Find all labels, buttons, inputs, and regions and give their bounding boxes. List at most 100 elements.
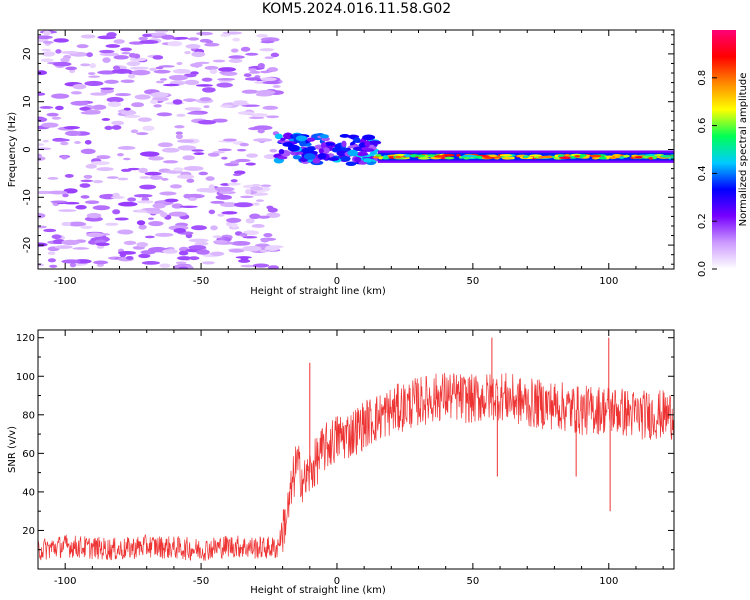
spectrogram-cell <box>128 52 137 58</box>
spectrogram-cell <box>558 156 572 160</box>
spectrogram-cell <box>230 223 238 228</box>
spectrogram-cell <box>191 149 204 152</box>
spectrogram-cell <box>159 191 177 196</box>
spectrogram-cell <box>127 197 137 202</box>
spectrogram-cell <box>38 263 45 267</box>
spectrogram-cell <box>42 30 52 36</box>
spectrogram-cell <box>84 139 92 145</box>
spectrogram-cell <box>250 113 268 118</box>
spectrogram-cell <box>299 140 306 147</box>
y-tick-label: 60 <box>22 449 35 460</box>
spectrogram-cell <box>564 154 571 157</box>
spectrogram-cell <box>283 132 293 140</box>
spectrogram-cell <box>113 55 129 60</box>
spectrogram-cell <box>84 200 100 205</box>
spectrogram-cell <box>220 202 239 208</box>
spectrogram-cell <box>262 186 271 192</box>
spectrogram-cell <box>212 235 223 238</box>
spectrogram-cell <box>84 80 104 87</box>
spectrogram-cell <box>232 101 249 106</box>
spectrogram-cell <box>241 104 260 107</box>
spectrogram-cell <box>96 245 105 249</box>
spectrogram-cell <box>259 249 268 253</box>
spectrogram-cell <box>264 246 280 251</box>
spectrogram-cell <box>269 148 278 153</box>
spectrogram-cell <box>138 36 148 41</box>
spectrogram-cell <box>260 184 272 188</box>
spectrogram-cell <box>92 205 111 211</box>
colorbar-tick-label: 0.8 <box>697 70 708 86</box>
spectrogram-cell <box>579 154 587 157</box>
spectrogram-cell <box>173 228 186 234</box>
spectrogram-cell <box>317 153 327 160</box>
spectrogram-cell <box>86 52 93 58</box>
x-tick-label: 100 <box>599 576 618 587</box>
spectrogram-cell <box>302 147 315 153</box>
spectrogram-cell <box>111 68 132 74</box>
spectrogram-cell <box>61 155 68 160</box>
spectrogram-cell <box>623 154 630 158</box>
spectrogram-cell <box>107 101 122 107</box>
spectrogram-cell <box>244 77 261 81</box>
y-tick-label: -20 <box>22 237 33 253</box>
spectrogram-cell <box>155 30 169 34</box>
spectrogram-cell <box>72 247 90 250</box>
spectrogram-cell <box>652 156 657 160</box>
spectrogram-cell <box>139 151 160 157</box>
spectrogram-cell <box>278 148 285 155</box>
spectrogram-cell <box>177 174 195 179</box>
spectrogram-cell <box>79 183 91 188</box>
spectrogram-cell <box>51 93 70 99</box>
spectrogram-cell <box>134 94 151 100</box>
spectrogram-cell <box>612 154 622 157</box>
spectrogram-cell <box>106 96 124 103</box>
spectrogram-cell <box>251 223 265 228</box>
spectrogram-cell <box>147 32 167 36</box>
spectrogram-cell <box>207 152 220 157</box>
spectrogram-cell <box>168 74 189 81</box>
spectrogram-cell <box>51 234 62 240</box>
y-tick-label: 80 <box>22 410 35 421</box>
spectrogram-cell <box>131 102 145 108</box>
spectrogram-cell <box>64 130 81 137</box>
spectrogram-cell <box>139 184 157 190</box>
spectrogram-cell <box>369 151 378 155</box>
spectrogram-cell <box>220 33 231 37</box>
spectrogram-cell <box>589 154 602 158</box>
spectrogram-cell <box>239 142 249 147</box>
spectrogram-cell <box>217 148 232 152</box>
spectrogram-cell <box>195 84 213 87</box>
spectrogram-cell <box>131 69 151 76</box>
spectrogram-cell <box>158 65 175 68</box>
spectrogram-cell <box>239 233 248 237</box>
spectrogram-cell <box>175 36 189 40</box>
spectrogram-cell <box>64 173 74 178</box>
figure-title: KOM5.2024.016.11.58.G02 <box>261 1 452 17</box>
spectrogram-cell <box>120 47 133 52</box>
spectrogram-cell <box>155 66 164 70</box>
spectrogram-cell <box>260 70 271 74</box>
spectrogram-cell <box>120 79 135 84</box>
spectrogram-cell <box>150 99 158 105</box>
spectrogram-cell <box>241 89 259 94</box>
spectrogram-cell <box>318 148 324 154</box>
spectrogram-cell <box>198 171 209 176</box>
spectrogram-cell <box>256 33 269 38</box>
spectrogram-cell <box>120 110 137 116</box>
spectrogram-cell <box>106 32 117 38</box>
spectrogram-cell <box>240 195 254 199</box>
spectrogram-cell <box>38 117 48 123</box>
spectrogram-cell <box>46 112 59 117</box>
spectrogram-cell <box>323 142 335 146</box>
spectrogram-cell <box>394 155 402 159</box>
spectrogram-cell <box>194 241 209 246</box>
spectrogram-cell <box>228 249 245 253</box>
spectrogram-cell <box>184 107 202 111</box>
spectrogram-cell <box>162 83 180 87</box>
spectrogram-cell <box>191 225 207 231</box>
spectrogram-cell <box>141 261 161 265</box>
spectrogram-cell <box>356 152 369 156</box>
spectrogram-cell <box>341 140 347 148</box>
spectrogram-cell <box>60 57 70 63</box>
